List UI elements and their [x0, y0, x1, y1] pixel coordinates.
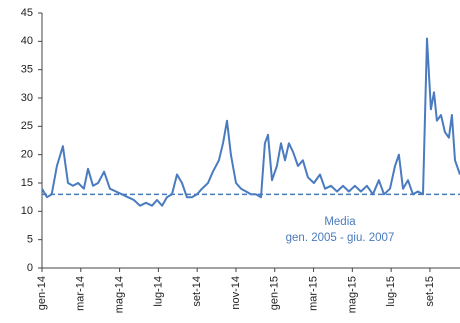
- y-tick-label: 40: [21, 35, 33, 47]
- reference-label: gen. 2005 - giu. 2007: [286, 232, 395, 244]
- x-tick-label: mag-15: [346, 276, 358, 313]
- x-tick-label: lug-14: [152, 276, 164, 307]
- reference-label: Media: [324, 216, 356, 228]
- x-tick-label: nov-14: [230, 276, 242, 310]
- x-tick-label: mag-14: [113, 276, 125, 313]
- x-tick-label: set-14: [191, 276, 203, 307]
- x-tick-label: gen-15: [269, 276, 281, 310]
- x-tick-label: gen-14: [36, 276, 48, 310]
- y-tick-label: 30: [21, 92, 33, 104]
- y-tick-label: 0: [27, 262, 33, 274]
- x-tick-label: set-15: [424, 276, 436, 307]
- x-tick-label: mar-14: [75, 276, 87, 311]
- x-tick-label: lug-15: [385, 276, 397, 307]
- x-tick-label: mar-15: [307, 276, 319, 311]
- y-tick-label: 45: [21, 7, 33, 19]
- y-tick-label: 10: [21, 205, 33, 217]
- y-tick-label: 5: [27, 234, 33, 246]
- y-tick-label: 15: [21, 177, 33, 189]
- y-tick-label: 20: [21, 149, 33, 161]
- data-line: [41, 37, 460, 207]
- y-tick-label: 35: [21, 64, 33, 76]
- y-tick-label: 25: [21, 120, 33, 132]
